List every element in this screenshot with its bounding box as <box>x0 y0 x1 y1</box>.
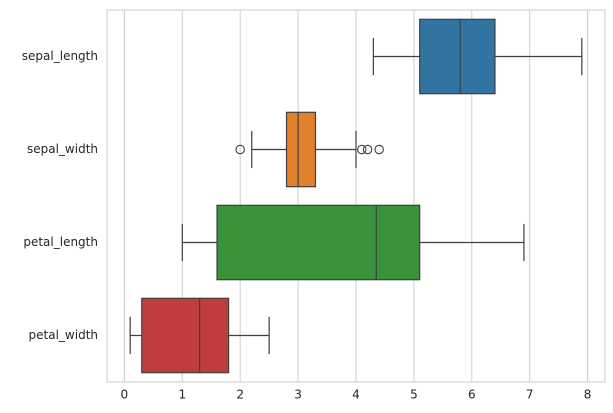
y-tick-label: petal_width <box>29 328 98 342</box>
outlier <box>357 144 367 155</box>
box <box>141 297 230 374</box>
y-tick-label: sepal_length <box>22 49 98 63</box>
outlier <box>374 144 384 155</box>
outlier <box>362 144 373 155</box>
x-tick-label: 2 <box>236 388 244 402</box>
x-tick-label: 1 <box>178 388 186 402</box>
box <box>285 111 317 188</box>
x-tick-label: 3 <box>294 388 302 402</box>
x-tick-label: 0 <box>121 388 129 402</box>
x-tick-label: 7 <box>526 388 534 402</box>
y-tick-label: sepal_width <box>27 142 98 156</box>
x-tick-label: 6 <box>468 388 476 402</box>
outlier <box>235 144 245 155</box>
y-tick-label: petal_length <box>23 235 98 249</box>
x-tick-label: 5 <box>410 388 418 402</box>
plot-frame <box>106 9 606 383</box>
x-tick-label: 8 <box>584 388 592 402</box>
x-tick-label: 4 <box>352 388 360 402</box>
box <box>419 18 496 95</box>
box <box>216 204 421 281</box>
